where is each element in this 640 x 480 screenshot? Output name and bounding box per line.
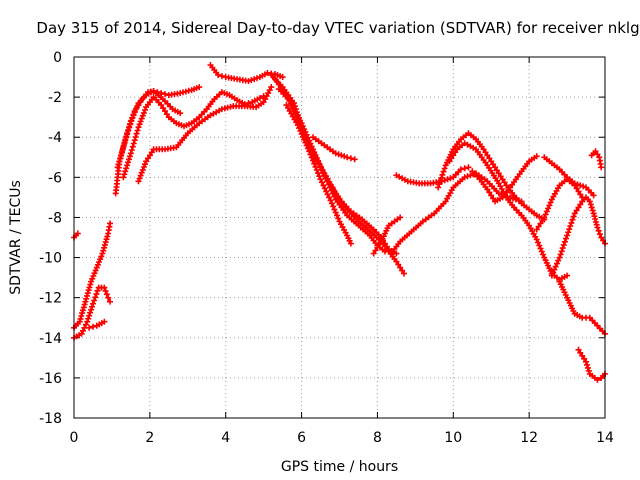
x-tick-label: 6 (297, 430, 306, 446)
y-tick-label: 0 (53, 50, 62, 66)
x-tick-label: 10 (444, 430, 462, 446)
series-arc-8 (135, 84, 275, 185)
series-arc-2 (71, 220, 114, 331)
series-markers (71, 220, 114, 331)
series-arc-18 (446, 140, 571, 283)
series-arc-24 (575, 346, 608, 383)
series-markers (120, 89, 267, 181)
y-tick-label: -8 (48, 210, 62, 226)
y-tick-label: -6 (48, 170, 62, 186)
series-arc-16 (393, 164, 472, 187)
series-arc-15 (370, 214, 404, 257)
x-tick-label: 12 (520, 430, 538, 446)
series-markers (556, 278, 608, 337)
series-markers (71, 284, 114, 341)
series-markers (575, 346, 608, 383)
series-arc-13 (283, 102, 354, 247)
series-arc-19 (469, 153, 540, 205)
series-markers (283, 102, 354, 247)
x-tick-label: 0 (70, 430, 79, 446)
series-markers (541, 154, 597, 199)
chart-title: Day 315 of 2014, Sidereal Day-to-day VTE… (36, 19, 639, 37)
series-arc-23 (556, 278, 608, 337)
y-tick-label: -10 (39, 251, 62, 267)
series-markers (71, 230, 81, 241)
series-arc-17 (435, 130, 548, 223)
y-tick-label: -16 (39, 371, 62, 387)
axis-ticks (73, 56, 606, 419)
tick-labels: 0 2 4 6 8 10 12 14 0 -2 -4 -6 -8 -10 -12 -14 -16 -18 (39, 50, 614, 446)
series-markers (393, 164, 472, 187)
series-arc-4 (86, 318, 108, 331)
y-axis-label: SDTVAR / TECUs (8, 180, 24, 295)
series-arc-7 (120, 89, 267, 181)
series-arc-6 (114, 84, 203, 171)
y-tick-label: -2 (48, 90, 62, 106)
x-tick-label: 4 (221, 430, 230, 446)
series-arc-3 (71, 284, 114, 341)
series-markers (207, 62, 286, 85)
y-tick-label: -18 (39, 411, 62, 427)
grid (74, 57, 605, 418)
series-arc-21 (541, 154, 597, 199)
series-markers (86, 318, 108, 331)
series-markers (275, 86, 525, 255)
series-markers (135, 84, 275, 185)
series-arc-1 (71, 230, 81, 241)
x-tick-label: 14 (596, 430, 614, 446)
series-markers (114, 84, 203, 171)
data-series (71, 62, 608, 383)
series-arc-14 (310, 134, 358, 163)
x-axis-label: GPS time / hours (281, 459, 398, 475)
series-markers (435, 130, 548, 223)
y-tick-label: -4 (48, 130, 62, 146)
series-arc-12 (275, 86, 525, 255)
plot-frame (73, 56, 606, 419)
x-tick-label: 8 (373, 430, 382, 446)
x-tick-label: 2 (145, 430, 154, 446)
series-markers (370, 214, 404, 257)
series-arc-9 (207, 62, 286, 85)
series-arc-25 (588, 148, 605, 171)
series-markers (469, 153, 540, 205)
series-markers (588, 148, 605, 171)
series-arc-22 (548, 194, 608, 279)
y-tick-label: -12 (39, 291, 62, 307)
y-tick-label: -14 (39, 331, 62, 347)
series-markers (310, 134, 358, 163)
series-markers (548, 194, 608, 279)
